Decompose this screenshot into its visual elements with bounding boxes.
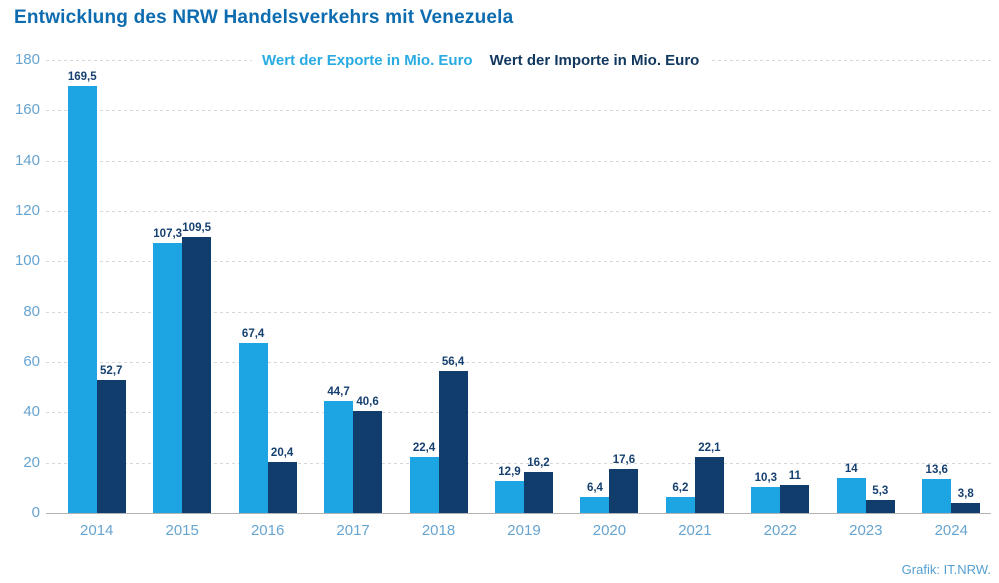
export-bar-2014: 169,5: [67, 71, 97, 513]
export-bar-2020: 6,4: [580, 482, 610, 513]
chart-title: Entwicklung des NRW Handelsverkehrs mit …: [14, 7, 514, 28]
bar-group-2018: 22,4 56,4 2018: [396, 60, 481, 539]
bar-value-label: 22,4: [412, 441, 436, 454]
export-bar-2016: 67,4: [238, 328, 268, 513]
x-tick-label: 2021: [678, 522, 712, 539]
bar-value-label: 6,2: [672, 482, 689, 495]
gridline: [46, 110, 991, 112]
gridline: [46, 211, 991, 212]
y-tick-label: 120: [14, 202, 40, 219]
import-bar-2014: 52,7: [96, 365, 126, 513]
credit-text: Grafik: IT.NRW.: [901, 562, 991, 577]
bar-value-label: 11: [788, 470, 801, 483]
bar-group-2023: 14 5,3 2023: [823, 60, 908, 539]
import-bar-2023: 5,3: [865, 485, 895, 513]
bar-group-2014: 169,5 52,7 2014: [54, 60, 139, 539]
bar-value-label: 17,6: [612, 453, 636, 466]
bar-group-2021: 6,2 22,1 2021: [652, 60, 737, 539]
export-bar-2019: 12,9: [494, 466, 524, 513]
bar-group-2016: 67,4 20,4 2016: [225, 60, 310, 539]
y-tick-label: 0: [31, 504, 40, 521]
bar-value-label: 109,5: [182, 222, 212, 235]
bar-value-label: 40,6: [356, 395, 379, 408]
bar-value-label: 10,3: [754, 472, 778, 485]
bar-value-label: 5,3: [872, 484, 889, 497]
bar-group-2020: 6,4 17,6 2020: [567, 60, 652, 539]
bar-group-2022: 10,3 11 2022: [738, 60, 823, 539]
bar-value-label: 22,1: [698, 442, 721, 455]
export-bar-2022: 10,3: [751, 472, 781, 513]
x-tick-label: 2024: [934, 522, 968, 539]
x-tick-label: 2022: [763, 522, 798, 539]
y-tick-label: 100: [14, 252, 40, 270]
gridline: [46, 261, 991, 263]
export-bar-2024: 13,6: [922, 464, 952, 513]
bar-value-label: 6,4: [586, 481, 603, 494]
y-tick-label: 40: [23, 403, 40, 421]
import-bar-2018: 56,4: [438, 356, 468, 513]
bar-value-label: 52,7: [100, 365, 123, 378]
legend: Wert der Exporte in Mio. Euro Wert der I…: [252, 50, 710, 71]
x-tick-label: 2015: [165, 522, 199, 539]
bar-value-label: 3,8: [957, 488, 974, 501]
x-tick-label: 2020: [592, 522, 627, 539]
x-tick-label: 2019: [507, 522, 541, 539]
import-bar-2019: 16,2: [523, 457, 553, 513]
gridline: [46, 160, 991, 162]
bar-value-label: 20,4: [270, 446, 294, 459]
x-tick-label: 2023: [849, 522, 883, 539]
gridline: [46, 462, 991, 464]
import-bar-2024: 3,8: [951, 488, 981, 513]
bar-value-label: 14: [844, 462, 858, 475]
x-tick-label: 2016: [250, 522, 285, 539]
bar-group-2017: 44,7 40,6 2017: [310, 60, 395, 539]
export-bar-2017: 44,7: [324, 386, 354, 513]
y-tick-label: 80: [23, 302, 40, 320]
export-bar-2023: 14: [836, 463, 866, 513]
bar-value-label: 56,4: [441, 356, 465, 369]
bar-value-label: 12,9: [498, 465, 521, 478]
bar-group-2024: 13,6 3,8 2024: [909, 60, 994, 539]
export-bar-2015: 107,3: [153, 228, 183, 513]
import-bar-2017: 40,6: [353, 396, 383, 513]
y-tick-label: 20: [23, 453, 40, 471]
gridline: [46, 412, 991, 414]
x-axis-baseline: [46, 513, 991, 514]
import-bar-2021: 22,1: [694, 442, 724, 513]
gridline: [46, 311, 991, 313]
x-tick-label: 2017: [336, 522, 370, 539]
gridline: [46, 362, 991, 363]
bar-groups: 169,5 52,7 2014 107,3 109,5 2015 67,4 20,4 2016 4…: [54, 60, 994, 539]
bar-group-2019: 12,9 16,2 2019: [481, 60, 566, 539]
legend-exports-label: Wert der Exporte in Mio. Euro: [262, 52, 473, 69]
bar-value-label: 13,6: [925, 463, 948, 476]
y-tick-label: 60: [23, 353, 40, 370]
import-bar-2020: 17,6: [609, 454, 639, 513]
plot-area: 180 160 140 120 100 80 60 40 20 0 169,5 52,7 2014 10…: [0, 51, 999, 539]
export-bar-2018: 22,4: [409, 442, 439, 513]
bar-value-label: 44,7: [327, 385, 350, 398]
bar-group-2015: 107,3 109,5 2015: [139, 60, 224, 539]
bar-value-label: 16,2: [527, 457, 550, 470]
export-bar-2021: 6,2: [665, 482, 695, 513]
x-tick-label: 2014: [80, 522, 114, 539]
x-tick-label: 2018: [421, 522, 456, 539]
bar-value-label: 107,3: [153, 228, 183, 240]
import-bar-2015: 109,5: [182, 222, 212, 513]
bar-value-label: 169,5: [67, 71, 97, 84]
y-tick-label: 140: [14, 151, 40, 169]
bar-value-label: 67,4: [241, 328, 265, 341]
import-bar-2016: 20,4: [267, 447, 297, 513]
y-tick-label: 180: [14, 51, 40, 68]
y-tick-label: 160: [14, 101, 40, 119]
import-bar-2022: 11: [780, 470, 810, 513]
legend-imports-label: Wert der Importe in Mio. Euro: [489, 52, 700, 69]
